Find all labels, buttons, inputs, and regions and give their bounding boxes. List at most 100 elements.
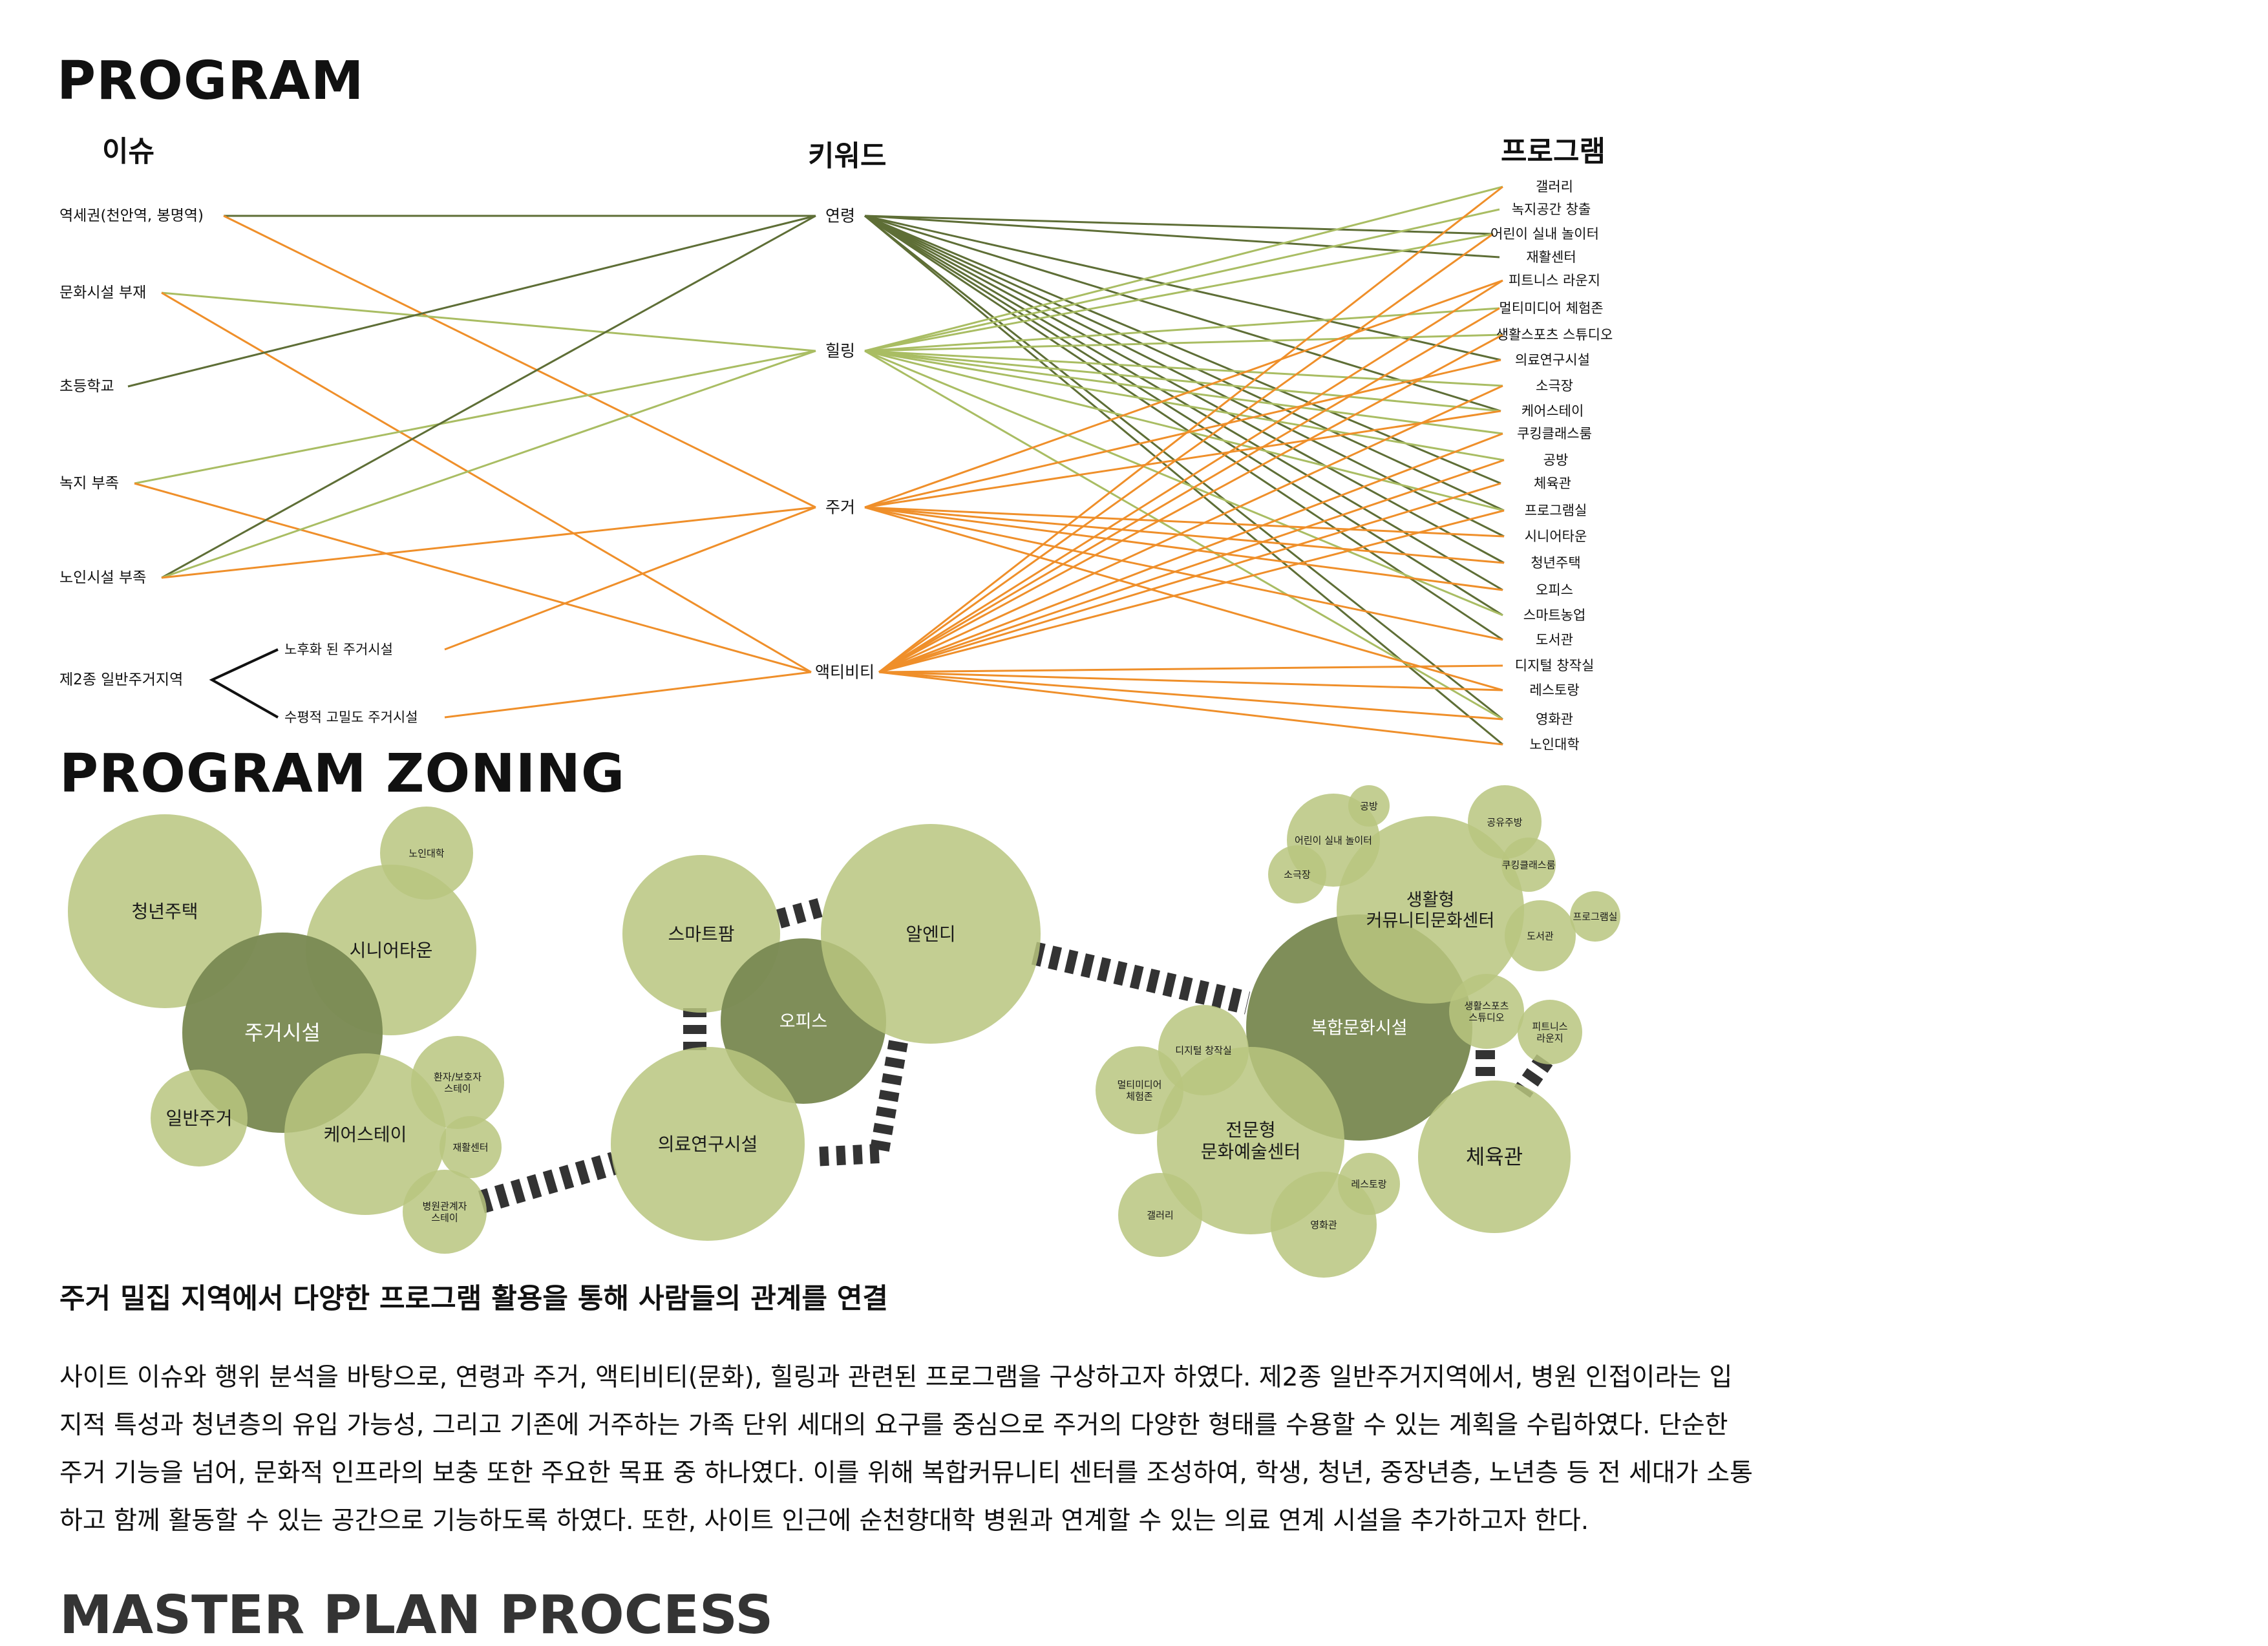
keyword-program-line xyxy=(864,215,1505,538)
program-label: 공방 xyxy=(1543,452,1569,468)
keyword-program-line xyxy=(878,233,1494,673)
program-label: 청년주택 xyxy=(1531,555,1580,571)
keyword-program-line xyxy=(864,350,1503,435)
program-label: 소극장 xyxy=(1536,378,1573,394)
zoning-circle xyxy=(821,824,1041,1044)
description-paragraph: 사이트 이슈와 행위 분석을 바탕으로, 연령과 주거, 액티비티(문화), 힐… xyxy=(59,1354,1753,1545)
issue-keyword-line xyxy=(161,506,816,579)
issue-label: 녹지 부족 xyxy=(59,475,119,492)
keyword-program-line xyxy=(864,215,1501,361)
keyword-program-line xyxy=(864,215,1503,641)
issue-keyword-line xyxy=(161,350,816,579)
paragraph-line: 주거 기능을 넘어, 문화적 인프라의 보충 또한 주요한 목표 중 하나였다.… xyxy=(59,1459,1753,1488)
program-label: 디지털 창작실 xyxy=(1515,658,1595,673)
zoning-circle-label: 의료연구시설 xyxy=(658,1134,758,1155)
issue-keyword-line xyxy=(127,215,816,388)
zoning-circle-label: 일반주거 xyxy=(165,1108,232,1129)
keyword-program-line xyxy=(864,506,1503,641)
program-label: 영화관 xyxy=(1536,712,1573,727)
page: PROGRAM 이슈 키워드 프로그램 역세권(천안역, 봉명역) 문화시설 부재… xyxy=(57,50,1753,1646)
zoning-circle-label: 어린이 실내 놀이터 xyxy=(1295,834,1372,846)
zoning-circles xyxy=(68,785,1620,1278)
zoning-circle-label: 시니어타운 xyxy=(350,940,433,961)
zoning-circle-label: 케어스테이 xyxy=(324,1124,407,1145)
keyword-program-line xyxy=(878,432,1503,673)
keyword-program-line xyxy=(864,350,1503,387)
keyword-program-line xyxy=(864,333,1503,352)
program-label: 녹지공간 창출 xyxy=(1512,202,1591,217)
keyword-program-line xyxy=(864,215,1505,564)
keyword-label: 주거 xyxy=(825,498,855,517)
paragraph-line: 하고 함께 활동할 수 있는 공간으로 기능하도록 하였다. 또한, 사이트 인… xyxy=(59,1506,1589,1535)
summary-title: 주거 밀집 지역에서 다양한 프로그램 활용을 통해 사람들의 관계를 연결 xyxy=(59,1283,888,1315)
zoning-circle xyxy=(1518,1000,1582,1064)
keyword-column-header: 키워드 xyxy=(808,140,887,173)
keyword-program-line xyxy=(864,350,1501,412)
zoning-circle-label: 피트니스 라운지 xyxy=(1532,1020,1567,1044)
paragraph-line: 사이트 이슈와 행위 분석을 바탕으로, 연령과 주거, 액티비티(문화), 힐… xyxy=(59,1363,1733,1392)
keyword-program-line xyxy=(864,279,1503,509)
zoning-connector xyxy=(776,898,824,929)
keyword-program-line xyxy=(864,215,1501,485)
issue-keyword-line xyxy=(444,506,816,651)
sub-issue-label: 노후화 된 주거시설 xyxy=(284,642,393,657)
paragraph-line: 지적 특성과 청년층의 유입 가능성, 그리고 기존에 거주하는 가족 단위 세… xyxy=(59,1411,1728,1440)
issue-label: 초등학교 xyxy=(59,378,114,395)
zoning-circle xyxy=(1337,816,1524,1004)
program-label: 멀티미디어 체험존 xyxy=(1499,301,1603,316)
zoning-circle-label: 멀티미디어 체험존 xyxy=(1117,1079,1161,1102)
program-label: 쿠킹클래스룸 xyxy=(1517,426,1592,441)
zoning-circle-label: 소극장 xyxy=(1284,869,1311,880)
keyword-program-line xyxy=(878,279,1503,673)
issue-keyword-line xyxy=(223,215,816,509)
keyword-program-line xyxy=(878,671,1503,746)
keyword-program-line xyxy=(864,506,1503,691)
program-heading: PROGRAM xyxy=(57,50,365,112)
zoning-connectors xyxy=(478,898,1553,1214)
zoning-circle xyxy=(1118,1173,1202,1257)
program-label: 어린이 실내 놀이터 xyxy=(1490,226,1599,242)
program-label: 오피스 xyxy=(1536,582,1573,598)
keyword-program-line xyxy=(878,185,1503,673)
zoning-circle xyxy=(1449,974,1524,1049)
program-label: 의료연구시설 xyxy=(1515,352,1590,368)
zoning-circle-label: 주거시설 xyxy=(244,1020,321,1045)
keyword-program-line xyxy=(878,509,1505,673)
zoning-connector xyxy=(812,1144,880,1166)
keyword-program-line xyxy=(878,333,1503,673)
keyword-program-line xyxy=(878,664,1503,673)
program-label: 피트니스 라운지 xyxy=(1509,273,1600,288)
zoning-circle xyxy=(151,1070,248,1166)
issue-keyword-line xyxy=(161,291,816,352)
zoning-circle xyxy=(1271,1172,1377,1278)
issue-keyword-line xyxy=(134,350,816,485)
next-section-heading: MASTER PLAN PROCESS xyxy=(59,1585,774,1646)
issue-label: 문화시설 부재 xyxy=(59,284,146,301)
zoning-circle xyxy=(1268,845,1326,903)
keyword-program-line xyxy=(864,506,1503,591)
zoning-circle-label: 오피스 xyxy=(779,1011,828,1031)
keyword-program-line xyxy=(864,233,1494,352)
zoning-connector xyxy=(1514,1054,1553,1098)
issue-column-header: 이슈 xyxy=(102,135,154,168)
zoning-circle xyxy=(1348,785,1390,827)
zoning-circle-label: 레스토랑 xyxy=(1351,1178,1386,1190)
keyword-program-line xyxy=(864,215,1494,235)
zoning-circle-label: 복합문화시설 xyxy=(1311,1018,1407,1038)
zoning-circle-label: 스마트팜 xyxy=(668,923,734,945)
zoning-circle xyxy=(68,814,262,1008)
zoning-circle xyxy=(1418,1081,1571,1233)
keyword-program-line xyxy=(878,307,1500,673)
zoning-circle-label: 청년주택 xyxy=(131,901,198,922)
bracket-connector xyxy=(209,648,279,719)
program-label: 재활센터 xyxy=(1526,249,1576,265)
program-label: 생활스포츠 스튜디오 xyxy=(1496,327,1613,343)
keyword-program-line xyxy=(864,350,1505,461)
zoning-connector xyxy=(478,1152,618,1214)
issue-keyword-line xyxy=(161,291,812,673)
keyword-program-line xyxy=(864,350,1505,512)
keyword-program-line xyxy=(864,215,1501,412)
keyword-program-line xyxy=(864,215,1505,512)
zoning-circle-label: 생활스포츠 스튜디오 xyxy=(1464,1000,1509,1023)
